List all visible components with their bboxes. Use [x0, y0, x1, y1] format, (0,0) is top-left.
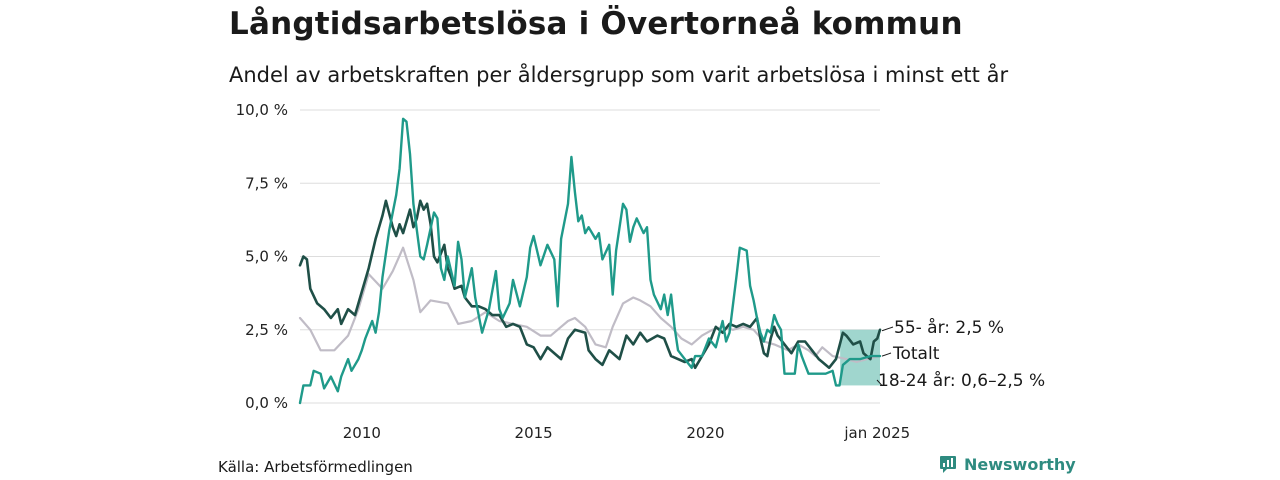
- x-tick-label: 2010: [343, 424, 381, 442]
- y-tick-label: 0,0 %: [245, 394, 288, 412]
- label-leader-total: [881, 352, 892, 357]
- series-label-18-24: 18-24 år: 0,6–2,5 %: [878, 370, 1045, 391]
- series-labels: 55- år: 2,5 % Totalt 18-24 år: 0,6–2,5 %: [876, 317, 1045, 391]
- newsworthy-logo-icon: [940, 456, 956, 473]
- x-tick-label: jan 2025: [843, 424, 910, 442]
- series-label-55: 55- år: 2,5 %: [894, 317, 1004, 338]
- brand-name: Newsworthy: [964, 454, 1076, 474]
- chart-subtitle: Andel av arbetskraften per åldersgrupp s…: [229, 63, 1009, 87]
- series-label-total: Totalt: [892, 344, 940, 364]
- series-line-18-24: [298, 117, 882, 405]
- label-leader-18-24: [876, 379, 883, 386]
- x-tick-label: 2015: [515, 424, 553, 442]
- y-tick-label: 10,0 %: [236, 101, 288, 119]
- series-line-55: [298, 199, 882, 370]
- y-tick-label: 2,5 %: [245, 321, 288, 339]
- chart-title: Långtidsarbetslösa i Övertorneå kommun: [229, 6, 963, 42]
- brand-logo[interactable]: Newsworthy: [938, 454, 1076, 474]
- series-line-total: [298, 246, 882, 364]
- y-tick-label: 5,0 %: [245, 248, 288, 266]
- label-leader-55: [881, 326, 894, 332]
- y-tick-label: 7,5 %: [245, 174, 288, 192]
- y-axis-tick-labels: 0,0 % 2,5 % 5,0 % 7,5 % 10,0 %: [236, 101, 288, 412]
- grid-lines: [300, 109, 880, 404]
- series-lines: [298, 117, 882, 405]
- x-axis-tick-labels: 2010 2015 2020 jan 2025: [343, 424, 910, 442]
- x-tick-label: 2020: [686, 424, 724, 442]
- source-note: Källa: Arbetsförmedlingen: [218, 458, 413, 476]
